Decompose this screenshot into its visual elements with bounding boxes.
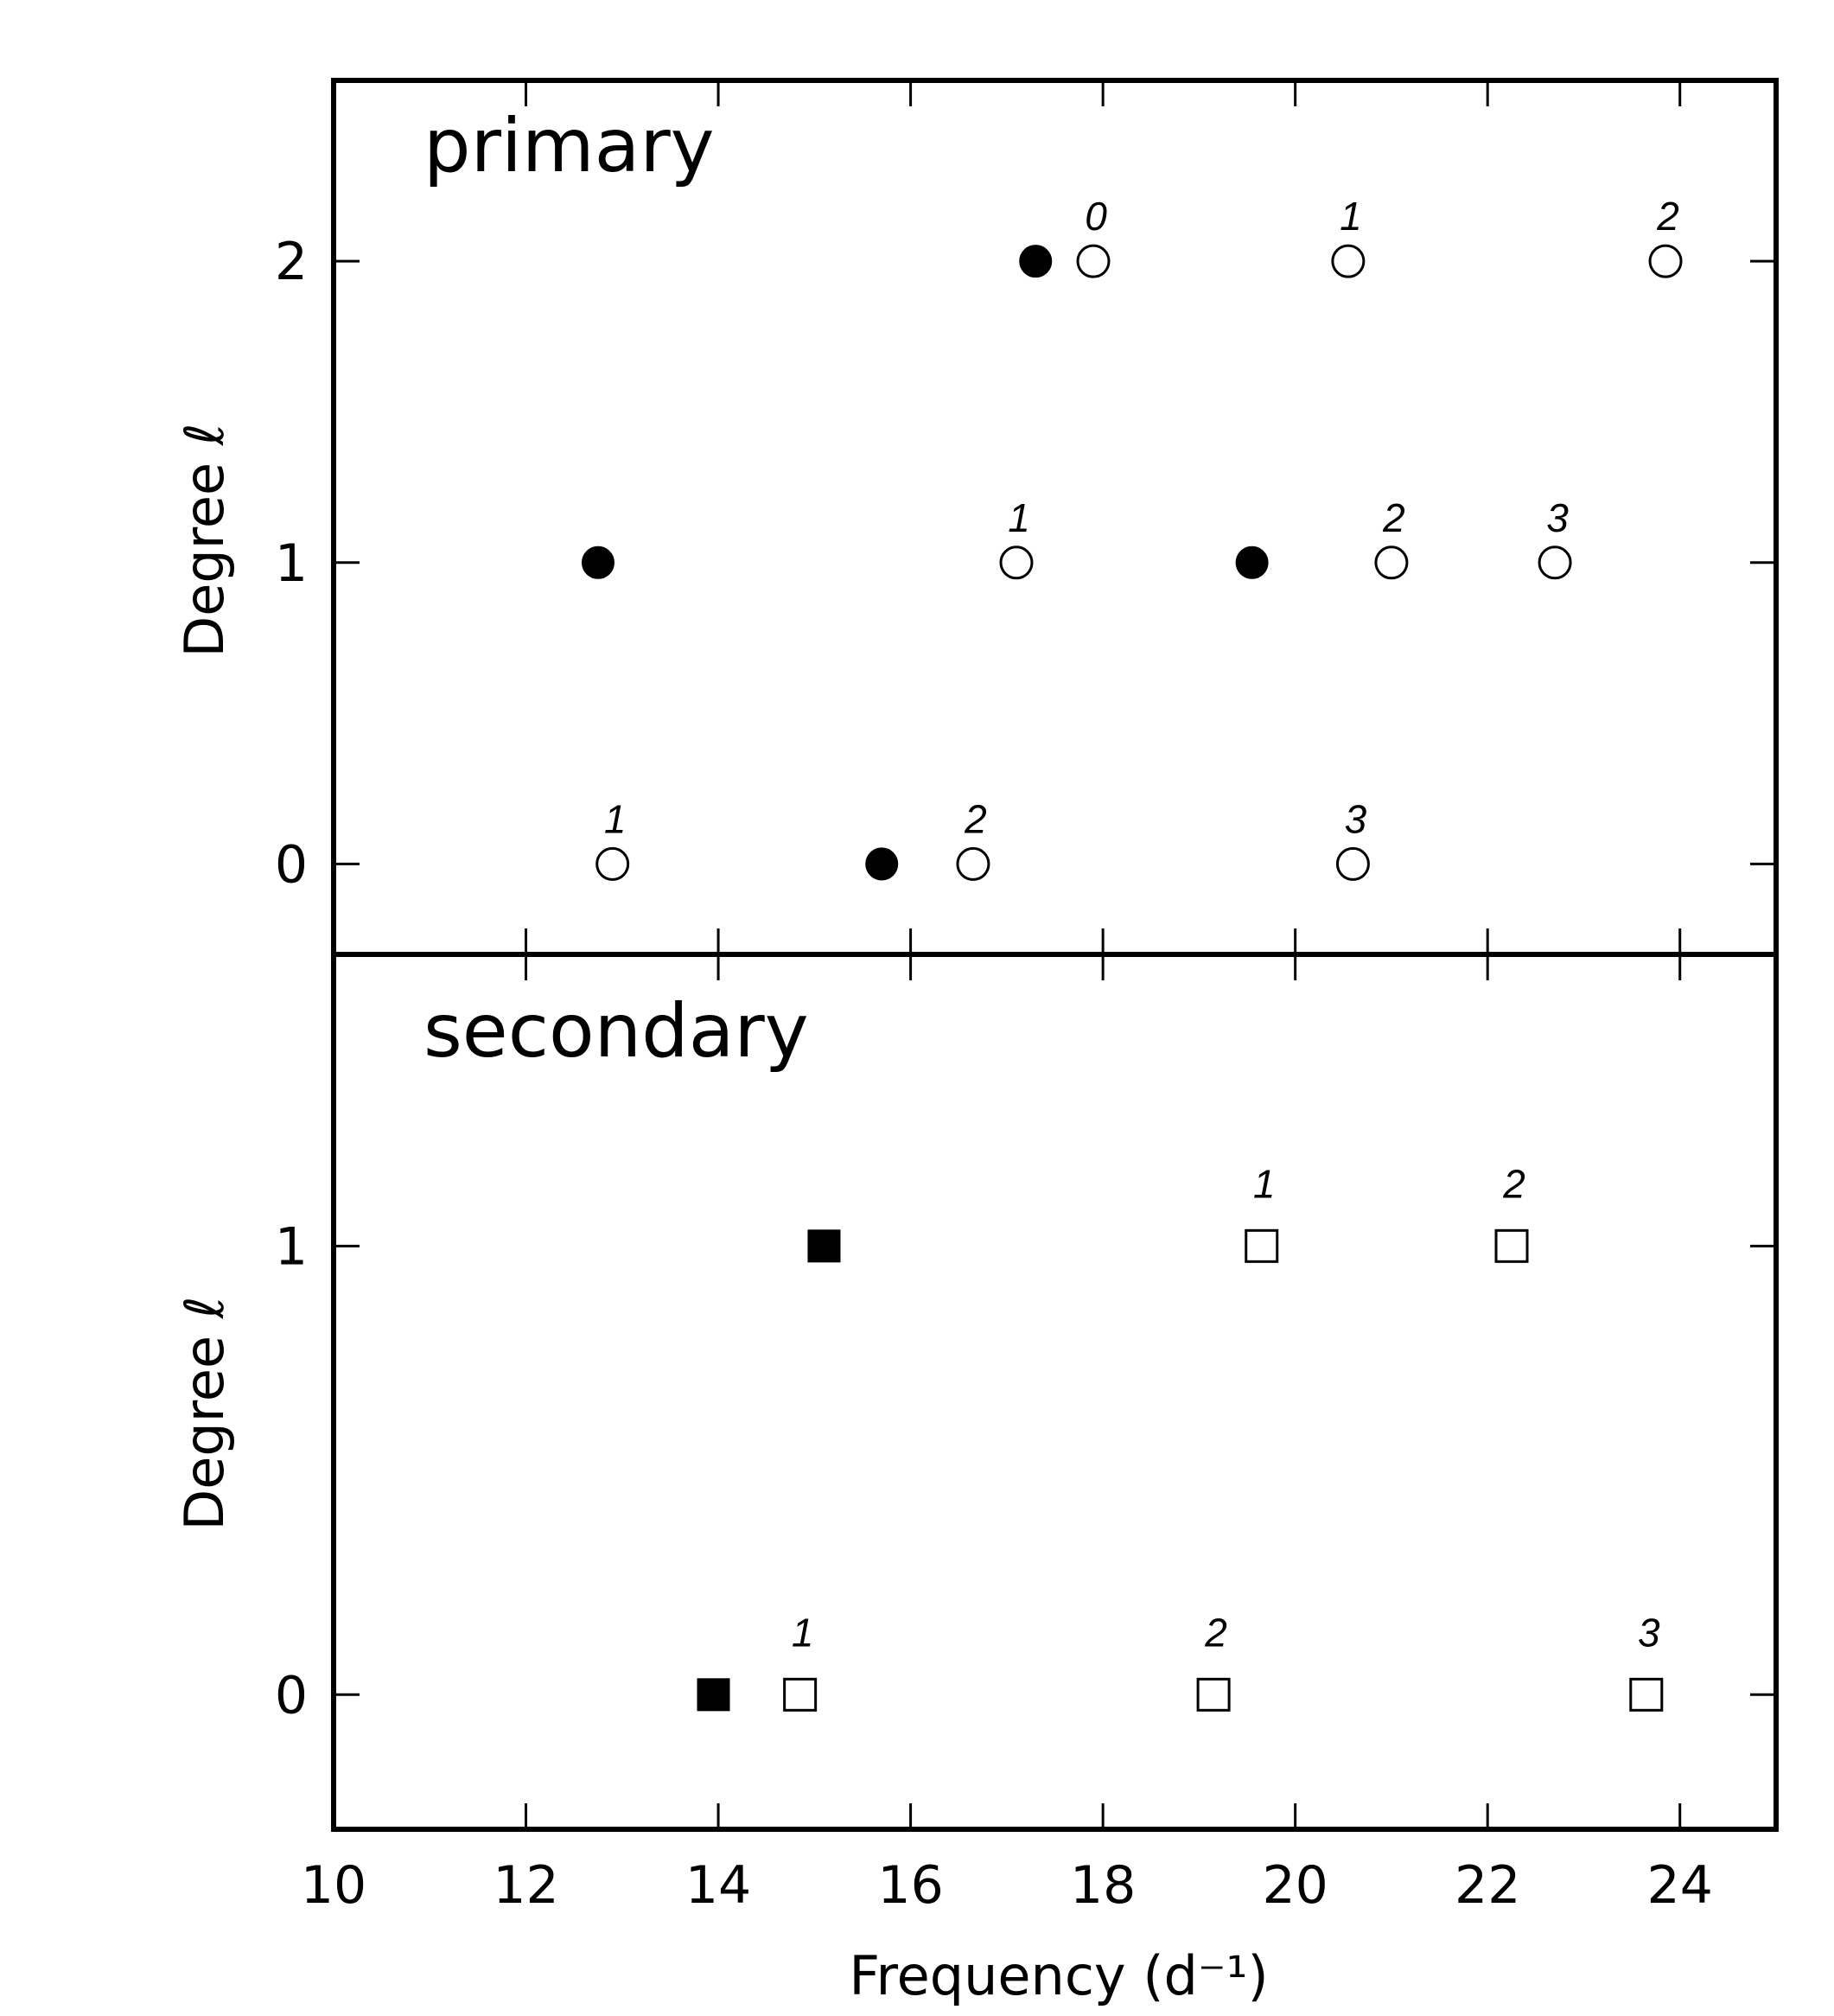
secondary-point-label: 2 xyxy=(1204,1610,1227,1655)
primary-open-point xyxy=(956,846,990,881)
secondary-open-point xyxy=(783,1677,818,1712)
secondary-point-label: 3 xyxy=(1638,1610,1660,1655)
secondary-open-point xyxy=(1245,1228,1279,1263)
primary-y-tick-label: 2 xyxy=(275,232,308,292)
secondary-panel-label: secondary xyxy=(423,988,809,1075)
primary-filled-point xyxy=(1019,245,1053,278)
primary-open-point xyxy=(1335,846,1370,881)
primary-point-label: 3 xyxy=(1546,495,1569,540)
primary-open-point xyxy=(1648,244,1683,278)
primary-open-point xyxy=(1076,244,1111,278)
primary-point-label: 2 xyxy=(1656,194,1679,239)
x-tick-label: 14 xyxy=(685,1855,751,1916)
primary-panel: 0 1 2 1 2 3 1 2 3 0 1 2 xyxy=(275,78,1779,957)
secondary-point-label: 1 xyxy=(792,1610,814,1655)
x-tick-label: 22 xyxy=(1455,1855,1520,1916)
primary-panel-label: primary xyxy=(423,103,715,189)
primary-point-label: 3 xyxy=(1345,796,1367,841)
secondary-y-tick-label: 0 xyxy=(275,1665,308,1726)
secondary-panel: 0 1 1 2 3 1 2 xyxy=(275,952,1779,1832)
secondary-open-point xyxy=(1196,1677,1231,1712)
secondary-point-label: 2 xyxy=(1502,1161,1525,1206)
secondary-filled-point xyxy=(807,1229,841,1263)
primary-open-point xyxy=(1331,244,1366,278)
secondary-y-axis-label: Degree ℓ xyxy=(173,1297,236,1531)
primary-point-label: 1 xyxy=(1008,495,1030,540)
x-tick-label: 24 xyxy=(1647,1855,1713,1916)
secondary-filled-point xyxy=(697,1678,730,1712)
primary-y-tick-label: 0 xyxy=(275,834,308,895)
primary-open-point xyxy=(595,846,630,881)
primary-point-label: 1 xyxy=(604,796,627,841)
primary-filled-point xyxy=(865,847,899,881)
primary-filled-point xyxy=(1235,545,1269,579)
x-axis: 10 12 14 16 18 20 22 24 xyxy=(301,1855,1713,1916)
primary-open-point xyxy=(1374,545,1409,580)
x-tick-label: 20 xyxy=(1262,1855,1328,1916)
x-tick-label: 16 xyxy=(877,1855,943,1916)
primary-open-point xyxy=(1538,545,1572,580)
x-tick-label: 12 xyxy=(493,1855,558,1916)
secondary-y-tick-label: 1 xyxy=(275,1216,308,1277)
primary-point-label: 2 xyxy=(964,796,987,841)
primary-filled-point xyxy=(581,545,615,579)
primary-point-label: 0 xyxy=(1085,194,1107,239)
primary-open-point xyxy=(999,545,1034,580)
primary-point-label: 2 xyxy=(1382,495,1405,540)
x-tick-label: 18 xyxy=(1070,1855,1136,1916)
x-axis-label: Frequency (d⁻¹) xyxy=(849,1944,1268,2007)
primary-y-tick-label: 1 xyxy=(275,533,308,594)
secondary-open-point xyxy=(1494,1228,1529,1263)
x-tick-label: 10 xyxy=(301,1855,366,1916)
primary-point-label: 1 xyxy=(1340,194,1362,239)
primary-y-axis-label: Degree ℓ xyxy=(173,424,236,658)
secondary-point-label: 1 xyxy=(1253,1161,1276,1206)
secondary-open-point xyxy=(1629,1677,1664,1712)
secondary-frame xyxy=(331,952,1779,1832)
